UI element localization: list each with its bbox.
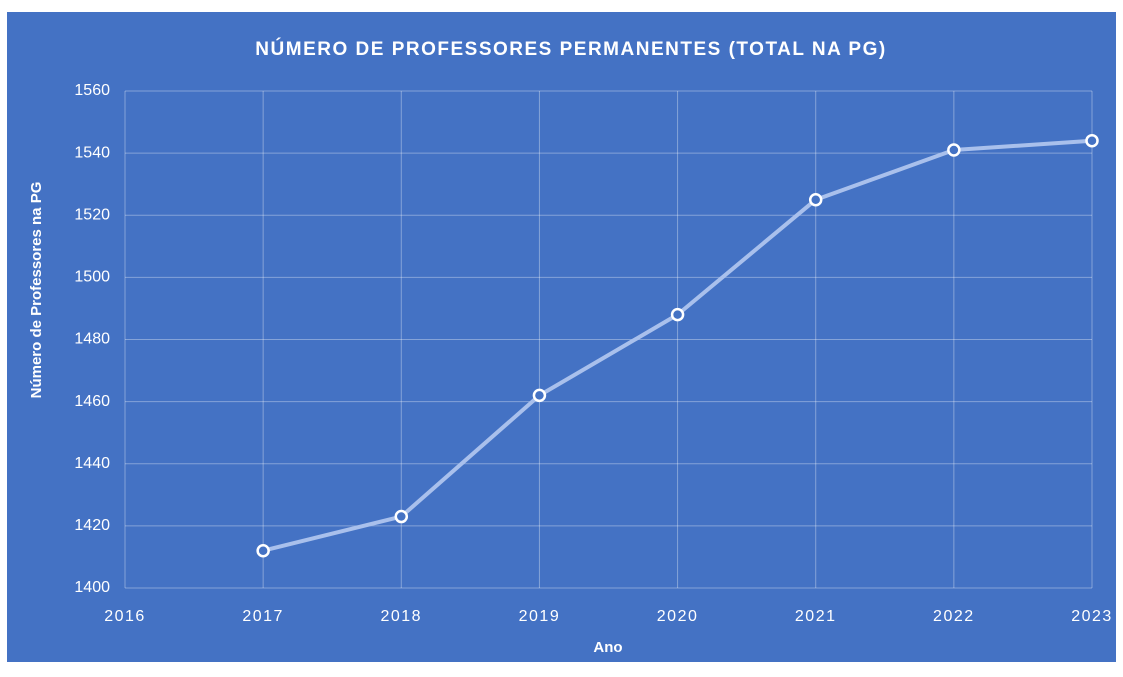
y-tick-label: 1440 [74,455,110,472]
y-tick-label: 1560 [74,82,110,99]
data-point [256,543,270,558]
y-tick-label: 1500 [74,269,110,286]
data-point [670,307,685,322]
data-point [947,143,961,157]
data-point [808,192,823,207]
x-tick-label: 2020 [657,608,699,625]
x-tick-label: 2021 [795,608,837,625]
chart-title: NÚMERO DE PROFESSORES PERMANENTES (TOTAL… [255,38,886,60]
y-tick-label: 1480 [74,331,110,348]
y-tick-label: 1540 [74,144,110,161]
y-tick-label: 1460 [74,393,110,410]
y-tick-label: 1420 [74,517,110,534]
data-point [1085,133,1099,148]
data-point [532,388,547,403]
y-tick-label: 1400 [74,579,110,596]
data-point [394,509,409,524]
x-tick-label: 2017 [242,608,284,625]
y-tick-label: 1520 [74,206,110,223]
y-axis-label: Número de Professores na PG [28,182,45,399]
x-tick-label: 2019 [519,608,561,625]
x-tick-label: 2023 [1071,608,1113,625]
x-axis-label: Ano [593,639,622,656]
x-tick-label: 2022 [933,608,975,625]
x-tick-label: 2018 [380,608,422,625]
x-tick-label: 2016 [104,608,146,625]
chart-background [7,12,1116,662]
